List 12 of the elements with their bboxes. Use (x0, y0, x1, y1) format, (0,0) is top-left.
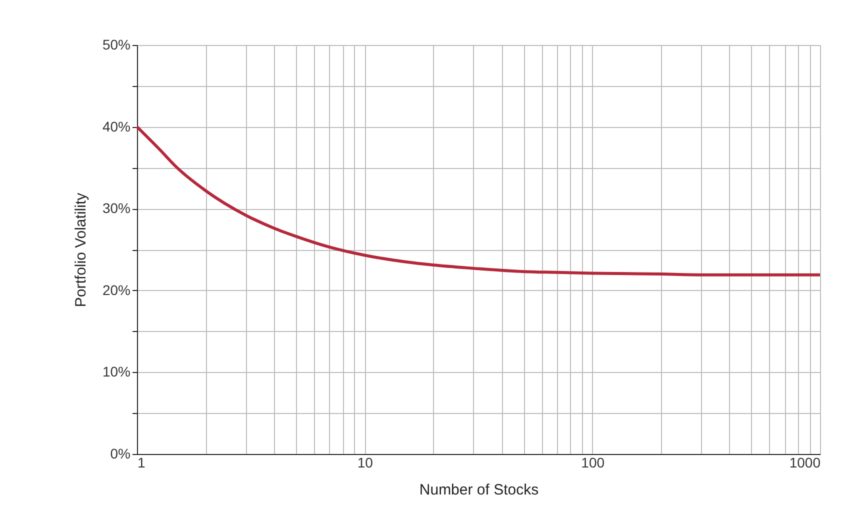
y-tick-label: 0% (110, 446, 130, 462)
x-tick-label: 100 (581, 454, 605, 470)
y-tick-label: 50% (102, 36, 130, 52)
y-axis-title: Portfolio Volatility (72, 192, 90, 308)
x-axis-title: Number of Stocks (419, 482, 539, 498)
y-tick-label: 10% (102, 364, 130, 380)
y-tick-label: 20% (102, 282, 130, 298)
y-tick-label: 40% (102, 118, 130, 134)
y-tick-label: 30% (102, 200, 130, 216)
x-tick-label: 1000 (789, 454, 821, 470)
x-tick-label: 10 (357, 454, 374, 470)
x-tick-label: 1 (138, 454, 146, 470)
